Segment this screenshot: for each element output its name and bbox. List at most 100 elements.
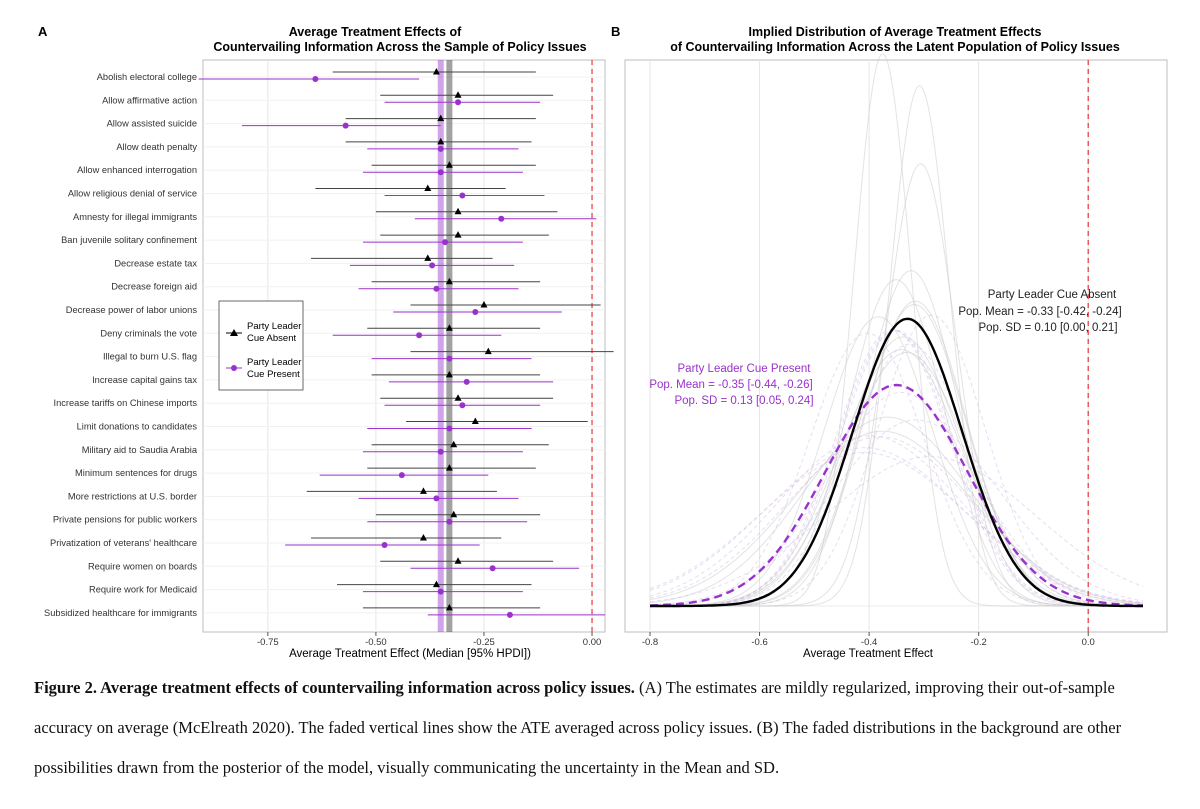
posterior-draw-curve: [649, 435, 1144, 605]
panel-a-gridlines: [203, 60, 605, 632]
panel-a-legend: Party Leader Cue Absent Party Leader Cue…: [218, 300, 304, 391]
posterior-draw-curve: [649, 456, 1144, 603]
panel-a-x-tick-label: -0.25: [473, 637, 495, 648]
posterior-draw-curve: [649, 436, 1144, 604]
posterior-draw-curve: [650, 349, 1143, 607]
posterior-draw-curve: [650, 343, 1144, 607]
present-median-circle: [442, 239, 449, 246]
panel-b: B Implied Distribution of Average Treatm…: [611, 24, 1168, 660]
category-label: Private pensions for public workers: [53, 515, 198, 525]
present-median-circle: [342, 122, 349, 129]
present-median-circle: [312, 76, 319, 82]
absent-median-triangle: [450, 510, 458, 518]
absent-median-triangle: [432, 580, 440, 588]
category-label: Increase tariffs on Chinese imports: [54, 398, 198, 408]
panel-a-x-ticks: -0.75 -0.50 -0.25 0.00: [257, 632, 601, 648]
absent-median-triangle: [419, 487, 427, 494]
present-median-circle: [459, 402, 466, 409]
absent-median-triangle: [484, 347, 492, 355]
panel-a-mean-lines: [437, 60, 453, 632]
figure: A Average Treatment Effects of Counterva…: [38, 24, 1168, 660]
present-annot-sd: Pop. SD = 0.13 [0.05, 0.24]: [674, 395, 813, 407]
posterior-draw-curve: [649, 419, 1144, 606]
present-median-circle: [489, 565, 496, 572]
panel-b-x-tick-label: -0.8: [642, 637, 658, 648]
posterior-draw-curve: [650, 330, 1143, 607]
panel-b-x-tick-label: -0.2: [970, 637, 986, 648]
category-label: Allow death penalty: [116, 142, 197, 152]
present-median-circle: [506, 611, 513, 618]
posterior-draw-curve: [650, 329, 1143, 607]
category-label: Minimum sentences for drugs: [75, 468, 197, 478]
legend-present-label-line1: Party Leader: [247, 357, 301, 368]
absent-median-triangle: [437, 137, 445, 145]
legend-present-circle-icon: [231, 365, 237, 371]
present-median-circle: [472, 309, 479, 315]
present-median-circle: [429, 262, 436, 269]
category-label: Require women on boards: [88, 561, 197, 571]
present-annot-mean: Pop. Mean = -0.35 [-0.44, -0.26]: [649, 379, 812, 391]
panel-b-x-ticks: -0.8 -0.6 -0.4 -0.2 0.0: [642, 632, 1095, 648]
absent-median-triangle: [454, 557, 462, 564]
absent-median-triangle: [445, 324, 453, 331]
panel-b-x-tick-label: -0.4: [861, 637, 877, 648]
present-median-circle: [437, 145, 444, 152]
legend-present-label-line2: Cue Present: [247, 369, 300, 380]
absent-median-triangle: [445, 277, 453, 285]
category-label: Ban juvenile solitary confinement: [61, 235, 197, 245]
absent-median-triangle: [424, 184, 432, 191]
panel-a-x-tick-label: -0.75: [257, 637, 279, 648]
panel-b-x-tick-label: 0.0: [1082, 637, 1095, 648]
absent-median-triangle: [454, 207, 462, 215]
present-median-circle: [446, 355, 453, 362]
present-median-circle: [433, 495, 440, 502]
absent-median-triangle: [454, 394, 462, 401]
panel-b-label: B: [611, 24, 620, 39]
panel-b-plot-frame: [624, 59, 1168, 633]
present-median-circle: [498, 215, 505, 222]
present-median-circle: [446, 518, 453, 525]
posterior-draw-curve: [649, 352, 1143, 607]
panel-a-category-labels: Abolish electoral college Allow affirmati…: [44, 72, 198, 618]
absent-median-triangle: [437, 114, 445, 122]
absent-median-triangle: [480, 301, 488, 308]
absent-density-curve: [650, 317, 1143, 608]
category-label: Allow assisted suicide: [107, 119, 197, 129]
present-median-circle: [416, 332, 423, 339]
absent-median-triangle: [445, 603, 453, 611]
absent-median-triangle: [432, 68, 440, 75]
panel-b-title-line2: of Countervailing Information Across the…: [670, 40, 1120, 54]
present-density-curve: [650, 383, 1143, 607]
present-median-circle: [398, 472, 405, 479]
caption-body: (A) The estimates are mildly regularized…: [34, 678, 1122, 777]
panel-b-x-axis-label: Average Treatment Effect: [803, 648, 934, 660]
present-median-circle: [437, 588, 444, 595]
posterior-draw-curve: [649, 416, 1144, 605]
absent-median-triangle: [445, 464, 453, 471]
category-label: Amnesty for illegal immigrants: [73, 212, 197, 222]
caption-lead: Figure 2. Average treatment effects of c…: [34, 678, 635, 697]
panel-a-x-tick-label: 0.00: [583, 637, 602, 648]
posterior-draw-curve: [650, 329, 1143, 607]
category-label: Military aid to Saudia Arabia: [82, 445, 198, 455]
absent-median-triangle: [471, 417, 479, 424]
absent-median-triangle: [419, 534, 427, 541]
category-label: Privatization of veterans' healthcare: [50, 538, 197, 548]
category-label: Subsidized healthcare for immigrants: [44, 608, 197, 618]
absent-median-triangle: [454, 91, 462, 98]
present-mean-band: [437, 60, 444, 632]
category-label: Allow enhanced interrogation: [77, 165, 197, 175]
category-label: Require work for Medicaid: [89, 585, 197, 595]
absent-median-triangle: [450, 440, 458, 448]
panel-a: A Average Treatment Effects of Counterva…: [38, 24, 614, 660]
present-median-circle: [437, 169, 444, 176]
present-median-circle: [459, 192, 466, 199]
absent-median-triangle: [454, 231, 462, 238]
present-median-circle: [446, 425, 453, 432]
present-annot-title: Party Leader Cue Present: [678, 363, 812, 375]
category-label: Abolish electoral college: [97, 72, 197, 82]
absent-annot-sd: Pop. SD = 0.10 [0.00, 0.21]: [978, 322, 1117, 334]
legend-absent-label-line1: Party Leader: [247, 321, 301, 332]
category-label: Allow affirmative action: [102, 95, 197, 105]
legend-absent-triangle-icon: [230, 329, 238, 336]
